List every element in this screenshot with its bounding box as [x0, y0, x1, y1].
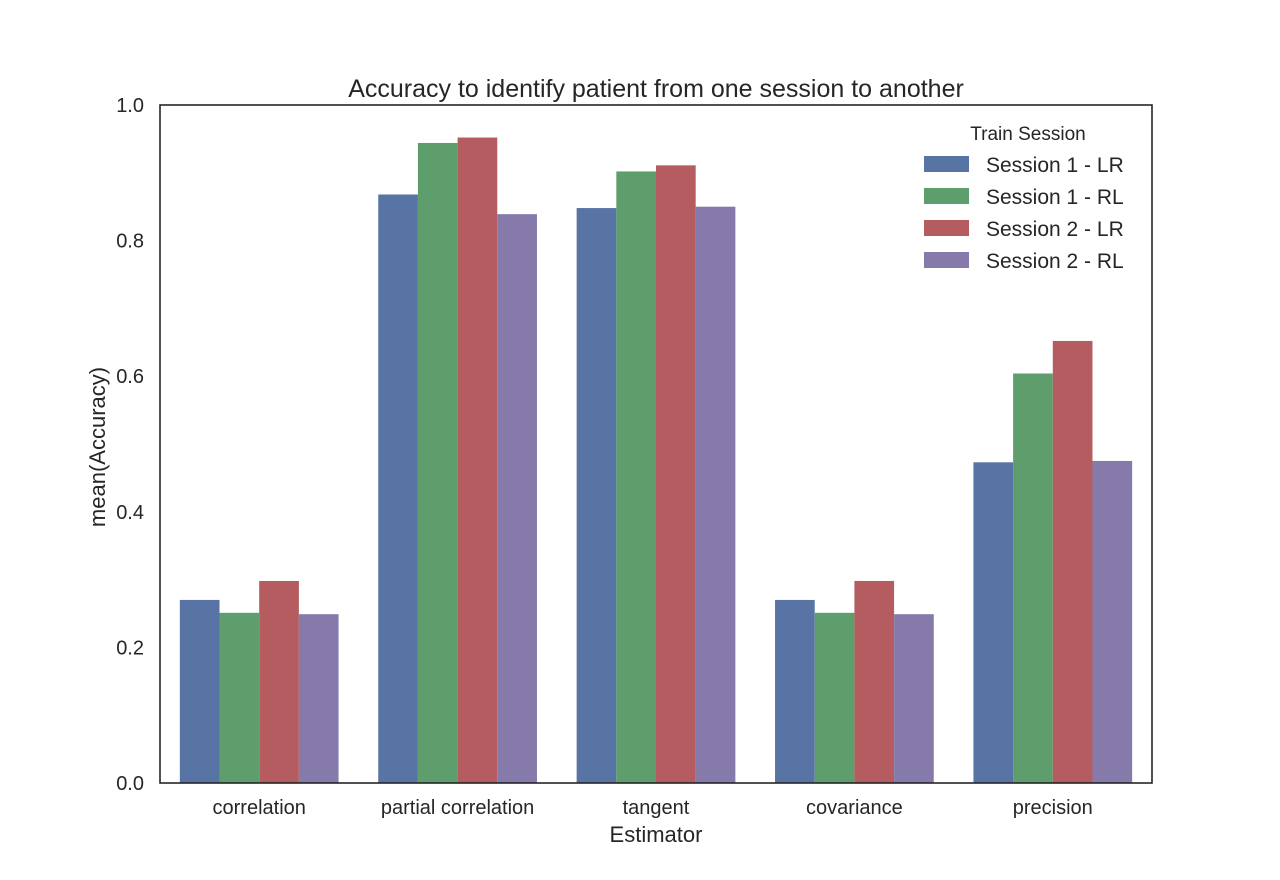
legend-swatch [924, 220, 969, 236]
bar [973, 462, 1014, 783]
x-tick-label: tangent [623, 797, 690, 819]
bar [1092, 460, 1133, 783]
bars-group [179, 137, 1133, 784]
legend-label: Session 2 - LR [986, 218, 1124, 241]
bar [894, 614, 934, 783]
bar [298, 614, 339, 783]
legend-label: Session 2 - RL [986, 250, 1124, 273]
legend-label: Session 1 - LR [986, 154, 1124, 177]
y-tick-label: 0.6 [116, 366, 144, 388]
bar [1013, 373, 1053, 783]
bar [457, 137, 498, 783]
bar [775, 599, 815, 783]
x-tick-label: partial correlation [381, 797, 534, 819]
bar [576, 208, 617, 783]
y-tick-label: 1.0 [116, 95, 144, 117]
bar [259, 580, 299, 783]
x-tick-label: correlation [213, 797, 306, 819]
bar [814, 612, 855, 783]
bar [616, 171, 656, 784]
bar [1052, 340, 1093, 783]
bar [219, 612, 260, 783]
plot-frame [159, 104, 1153, 784]
x-tick-label: precision [1013, 797, 1093, 819]
y-tick-label: 0.4 [116, 502, 144, 524]
x-tick-label: covariance [806, 797, 903, 819]
y-axis-label: mean(Accuracy) [85, 367, 110, 527]
legend: Train Session Session 1 - LR Session 1 - … [924, 124, 1124, 273]
bar [854, 580, 895, 783]
legend-swatch [924, 156, 969, 172]
legend-title: Train Session [970, 124, 1085, 145]
x-axis-label: Estimator [610, 822, 703, 847]
bar [378, 194, 418, 784]
chart-title: Accuracy to identify patient from one se… [348, 75, 964, 103]
bar [497, 214, 537, 783]
legend-swatch [924, 188, 969, 204]
y-tick-label: 0.0 [116, 773, 144, 795]
legend-swatch [924, 252, 969, 268]
bar [656, 165, 696, 784]
y-tick-label: 0.8 [116, 231, 144, 253]
x-ticks-group: correlation partial correlation tangent cov… [213, 797, 1093, 819]
bar [417, 142, 458, 783]
bar [695, 206, 736, 783]
legend-label: Session 1 - RL [986, 186, 1124, 209]
y-ticks-group: 0.0 0.2 0.4 0.6 0.8 1.0 [116, 95, 144, 795]
bar [179, 599, 220, 783]
y-tick-label: 0.2 [116, 637, 144, 659]
